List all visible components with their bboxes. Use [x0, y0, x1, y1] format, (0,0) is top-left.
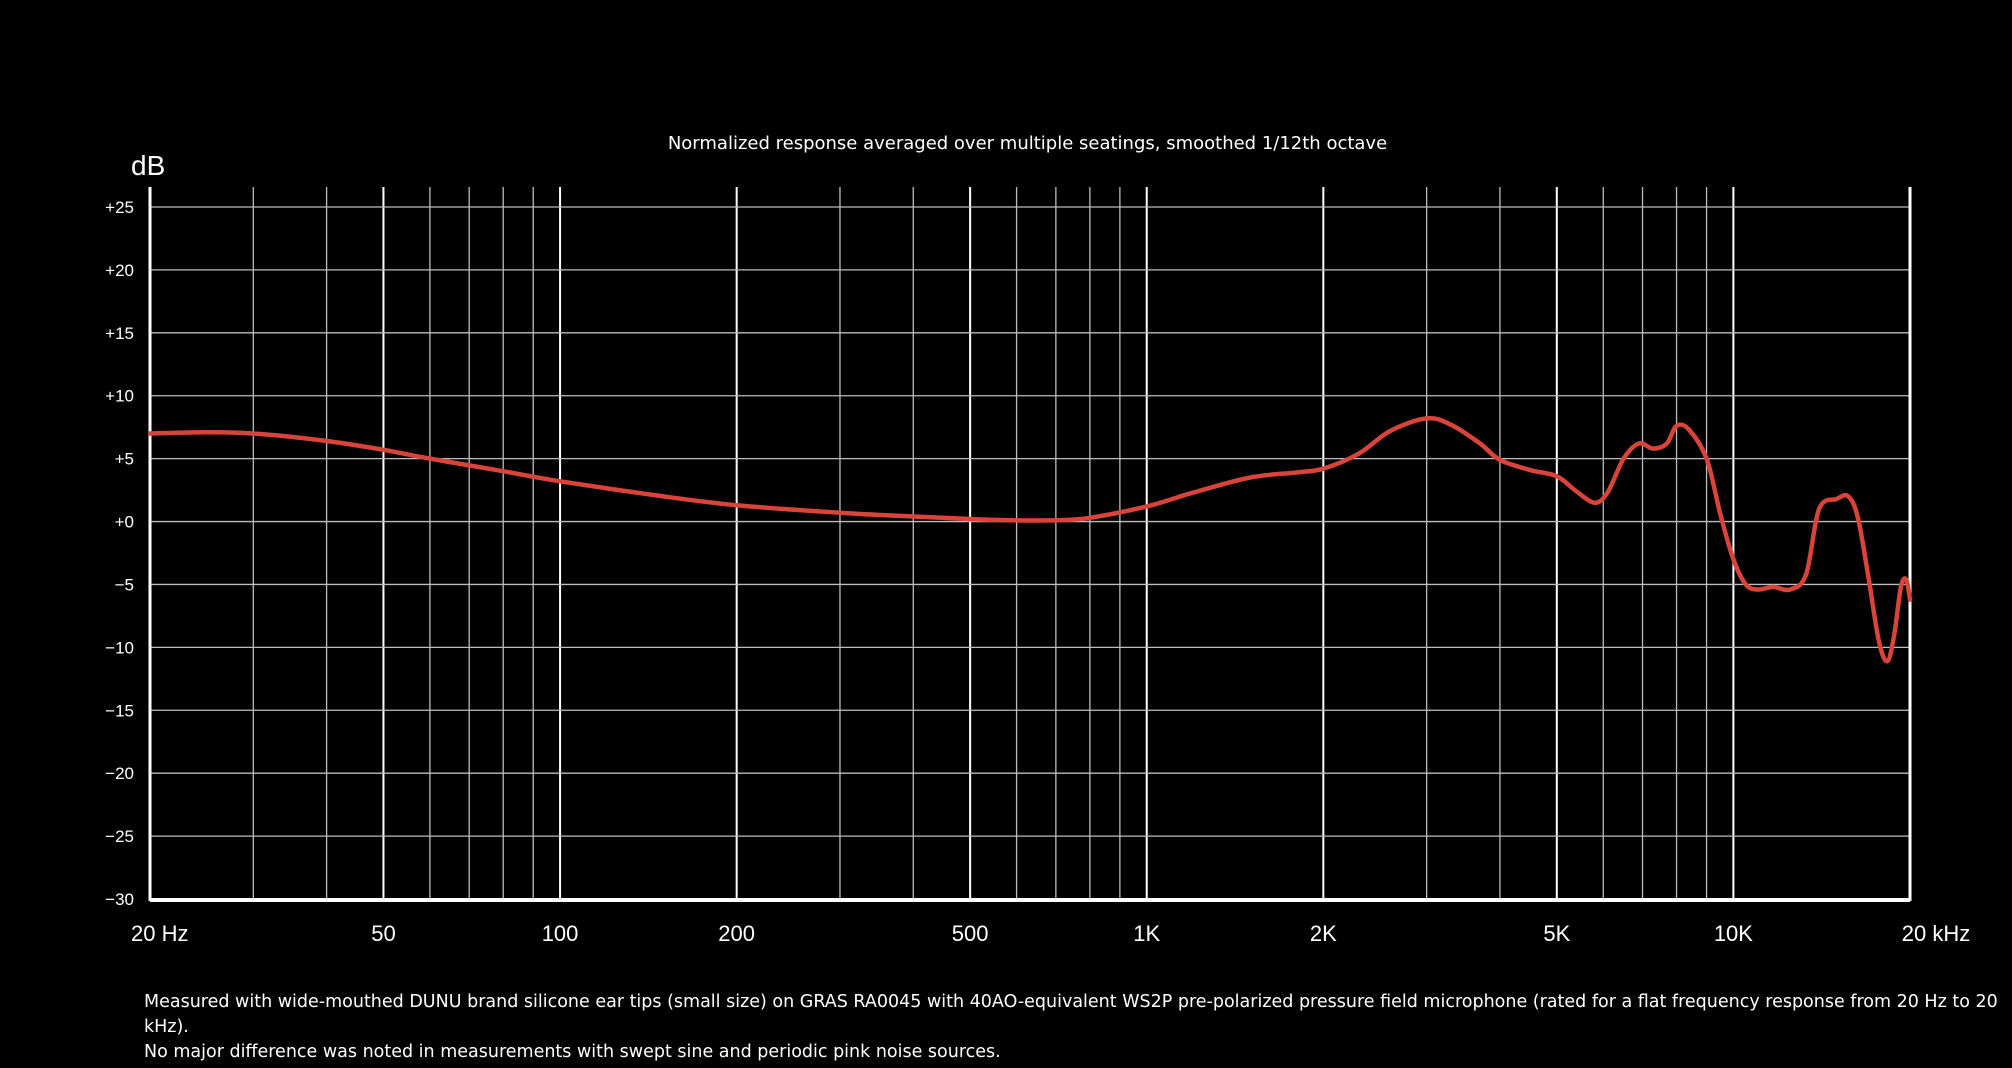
x-tick-label: 20 kHz	[1902, 921, 1970, 946]
frequency-response-line	[147, 415, 1913, 664]
chart-subtitle: Normalized response averaged over multip…	[667, 133, 1388, 154]
x-tick-label: 5K	[1543, 921, 1570, 946]
x-tick-label: 1K	[1133, 921, 1160, 946]
x-tick-label: 500	[952, 921, 989, 946]
x-tick-label: 50	[371, 921, 395, 946]
y-tick-label: +20	[105, 261, 134, 280]
y-tick-label: −20	[105, 764, 134, 783]
y-tick-label: +10	[105, 387, 134, 406]
x-tick-label: 20 Hz	[131, 921, 188, 946]
y-tick-label: −25	[105, 827, 134, 846]
chart-axes	[148, 187, 1912, 902]
chart-grid	[149, 187, 1911, 900]
y-tick-label: +5	[115, 450, 134, 469]
y-tick-label: −15	[105, 701, 134, 720]
y-tick-label: −5	[115, 575, 134, 594]
footnote-line-1: Measured with wide-mouthed DUNU brand si…	[144, 992, 1998, 1037]
y-tick-label: +0	[115, 513, 134, 532]
y-tick-label: +25	[105, 198, 134, 217]
x-tick-label: 200	[718, 921, 755, 946]
x-tick-label: 2K	[1310, 921, 1337, 946]
x-tick-label: 100	[542, 921, 579, 946]
footnote-line-2: No major difference was noted in measure…	[144, 1042, 1001, 1062]
y-tick-label: −30	[105, 890, 134, 909]
x-axis-tick-labels: 20 Hz 50 100 200 500 1K 2K 5K 10K 20 kHz	[131, 921, 1970, 946]
measurement-footnote: Measured with wide-mouthed DUNU brand si…	[144, 990, 2012, 1065]
y-tick-label: +15	[105, 324, 134, 343]
y-axis-tick-labels: +25 +20 +15 +10 +5 +0 −5 −10 −15 −20 −25 −30	[105, 198, 134, 909]
y-axis-unit-label: dB	[131, 150, 166, 181]
y-tick-label: −10	[105, 638, 134, 657]
chart-series	[147, 415, 1913, 664]
x-tick-label: 10K	[1714, 921, 1753, 946]
